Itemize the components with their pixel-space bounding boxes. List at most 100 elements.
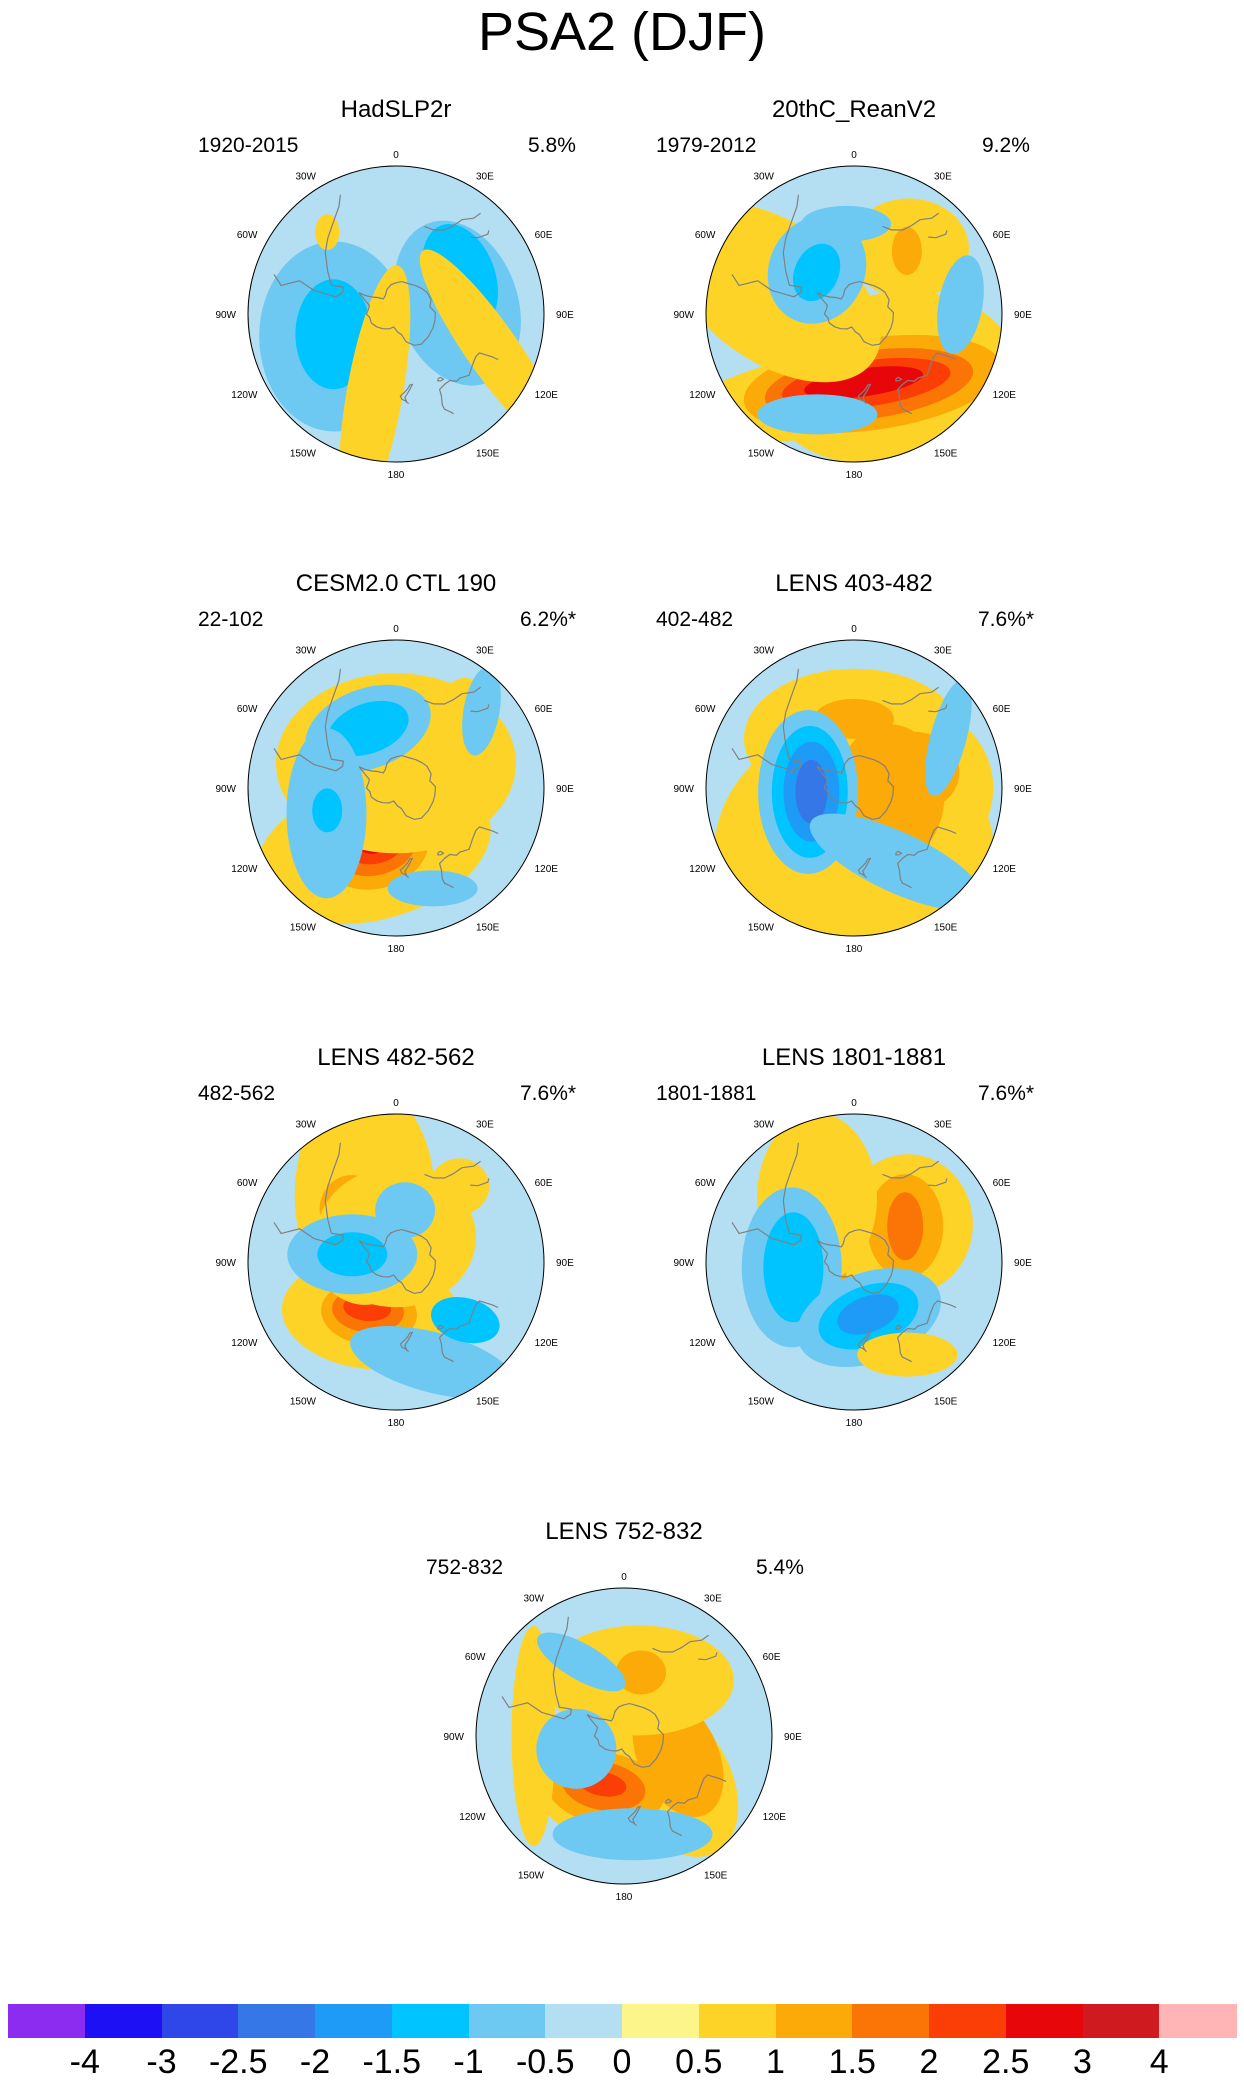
explained-variance: 7.6%* <box>978 608 1035 631</box>
colorbar-swatch <box>1005 2004 1083 2038</box>
longitude-label: 180 <box>388 944 405 955</box>
colorbar-tick-label: 2.5 <box>982 2043 1030 2081</box>
colorbar-swatch <box>775 2004 853 2038</box>
longitude-label: 60W <box>237 1178 258 1189</box>
longitude-label: 180 <box>388 1418 405 1429</box>
longitude-label: 30E <box>476 1119 494 1130</box>
panel-title: LENS 482-562 <box>317 1044 475 1071</box>
polar-map: 0 30E 60E 90E 120E 150E 180 150W 120W 90W 60W 30W <box>673 624 1032 955</box>
map-boundary <box>247 165 545 463</box>
panel-period: 752-832 <box>426 1556 504 1579</box>
longitude-label: 150E <box>476 923 500 934</box>
longitude-label: 120W <box>689 390 716 401</box>
positive-anomaly <box>891 227 922 275</box>
polar-map: 0 30E 60E 90E 120E 150E 180 150W 120W 90W 60W 30W <box>215 624 574 955</box>
longitude-label: 60W <box>695 704 716 715</box>
colorbar-swatch <box>852 2004 930 2038</box>
coastline <box>731 1142 802 1246</box>
longitude-label: 120E <box>993 864 1017 875</box>
longitude-label: 120W <box>459 1812 486 1823</box>
coastline <box>928 230 948 239</box>
longitude-label: 150W <box>290 923 317 934</box>
longitude-label: 90W <box>215 310 236 321</box>
colorbar-swatch <box>161 2004 239 2038</box>
longitude-label: 180 <box>616 1892 633 1903</box>
longitude-label: 30E <box>934 1119 952 1130</box>
explained-variance: 5.4% <box>756 1556 804 1579</box>
positive-anomaly <box>616 1650 666 1695</box>
longitude-label: 90E <box>556 1258 574 1269</box>
polar-map: 0 30E 60E 90E 120E 150E 180 150W 120W 90W 60W 30W <box>215 1098 574 1429</box>
colorbar-tick-label: 3 <box>1073 2043 1092 2081</box>
map-panel: 0 30E 60E 90E 120E 150E 180 150W 120W 90W 60W 30W L… <box>168 1044 624 1484</box>
positive-anomaly <box>429 1158 490 1215</box>
longitude-label: 0 <box>851 150 857 161</box>
longitude-label: 150W <box>748 449 775 460</box>
coastline <box>358 1228 437 1294</box>
longitude-label: 150W <box>518 1871 545 1882</box>
longitude-label: 180 <box>846 470 863 481</box>
coastline <box>501 1616 572 1720</box>
longitude-label: 120E <box>993 1338 1017 1349</box>
negative-anomaly <box>925 679 972 796</box>
longitude-label: 30W <box>295 1119 316 1130</box>
map-panel: 0 30E 60E 90E 120E 150E 180 150W 120W 90W 60W 30W H… <box>168 96 624 536</box>
coastline <box>857 383 872 405</box>
polar-map: 0 30E 60E 90E 120E 150E 180 150W 120W 90W 60W 30W <box>443 1572 802 1903</box>
positive-anomaly <box>315 214 340 251</box>
coastline <box>665 1798 673 1804</box>
coastline <box>437 376 445 382</box>
coastline <box>652 1634 709 1653</box>
colorbar-tick-label: -4 <box>69 2043 100 2081</box>
longitude-label: 120W <box>689 1338 716 1349</box>
polar-map: 0 30E 60E 90E 120E 150E 180 150W 120W 90W 60W 30W <box>673 150 1032 481</box>
coastline <box>399 857 414 879</box>
longitude-label: 150E <box>934 449 958 460</box>
colorbar-swatch <box>545 2004 623 2038</box>
longitude-label: 60E <box>993 1178 1011 1189</box>
panel-period: 402-482 <box>656 608 734 631</box>
coastline <box>857 857 872 879</box>
longitude-label: 60W <box>237 704 258 715</box>
negative-anomaly <box>536 1708 617 1789</box>
colorbar-swatch <box>84 2004 162 2038</box>
longitude-label: 30E <box>934 171 952 182</box>
coastline <box>896 826 957 889</box>
coastline <box>928 704 948 713</box>
longitude-label: 30W <box>523 1593 544 1604</box>
longitude-label: 60E <box>763 1652 781 1663</box>
coastline <box>358 280 437 346</box>
coastline <box>895 1324 903 1330</box>
longitude-label: 0 <box>393 1098 399 1109</box>
longitude-label: 60W <box>465 1652 486 1663</box>
coastline <box>698 1652 718 1661</box>
longitude-label: 120W <box>231 1338 258 1349</box>
positive-anomaly <box>887 1192 924 1261</box>
longitude-label: 180 <box>846 944 863 955</box>
coastline <box>273 194 344 298</box>
longitude-label: 30E <box>476 645 494 656</box>
coastline <box>424 212 481 231</box>
coastline <box>882 686 939 705</box>
coastline <box>666 1774 727 1837</box>
longitude-label: 60E <box>993 230 1011 241</box>
coastline <box>882 1160 939 1179</box>
longitude-label: 0 <box>393 624 399 635</box>
panel-period: 1979-2012 <box>656 134 757 157</box>
longitude-label: 60E <box>535 1178 553 1189</box>
longitude-label: 30W <box>753 1119 774 1130</box>
longitude-label: 120W <box>689 864 716 875</box>
colorbar-tick-label: 0 <box>612 2043 632 2081</box>
longitude-label: 30W <box>295 645 316 656</box>
negative-anomaly <box>801 205 892 242</box>
coastline <box>438 352 499 415</box>
longitude-label: 150W <box>748 923 775 934</box>
longitude-label: 90W <box>443 1732 464 1743</box>
longitude-label: 0 <box>851 624 857 635</box>
colorbar-swatch <box>468 2004 546 2038</box>
longitude-label: 150E <box>934 923 958 934</box>
colorbar-tick-label: -2 <box>299 2043 331 2081</box>
colorbar-tick-label: 1.5 <box>828 2043 876 2081</box>
longitude-label: 150W <box>290 1397 317 1408</box>
colorbar-tick-label: 2 <box>919 2043 939 2081</box>
